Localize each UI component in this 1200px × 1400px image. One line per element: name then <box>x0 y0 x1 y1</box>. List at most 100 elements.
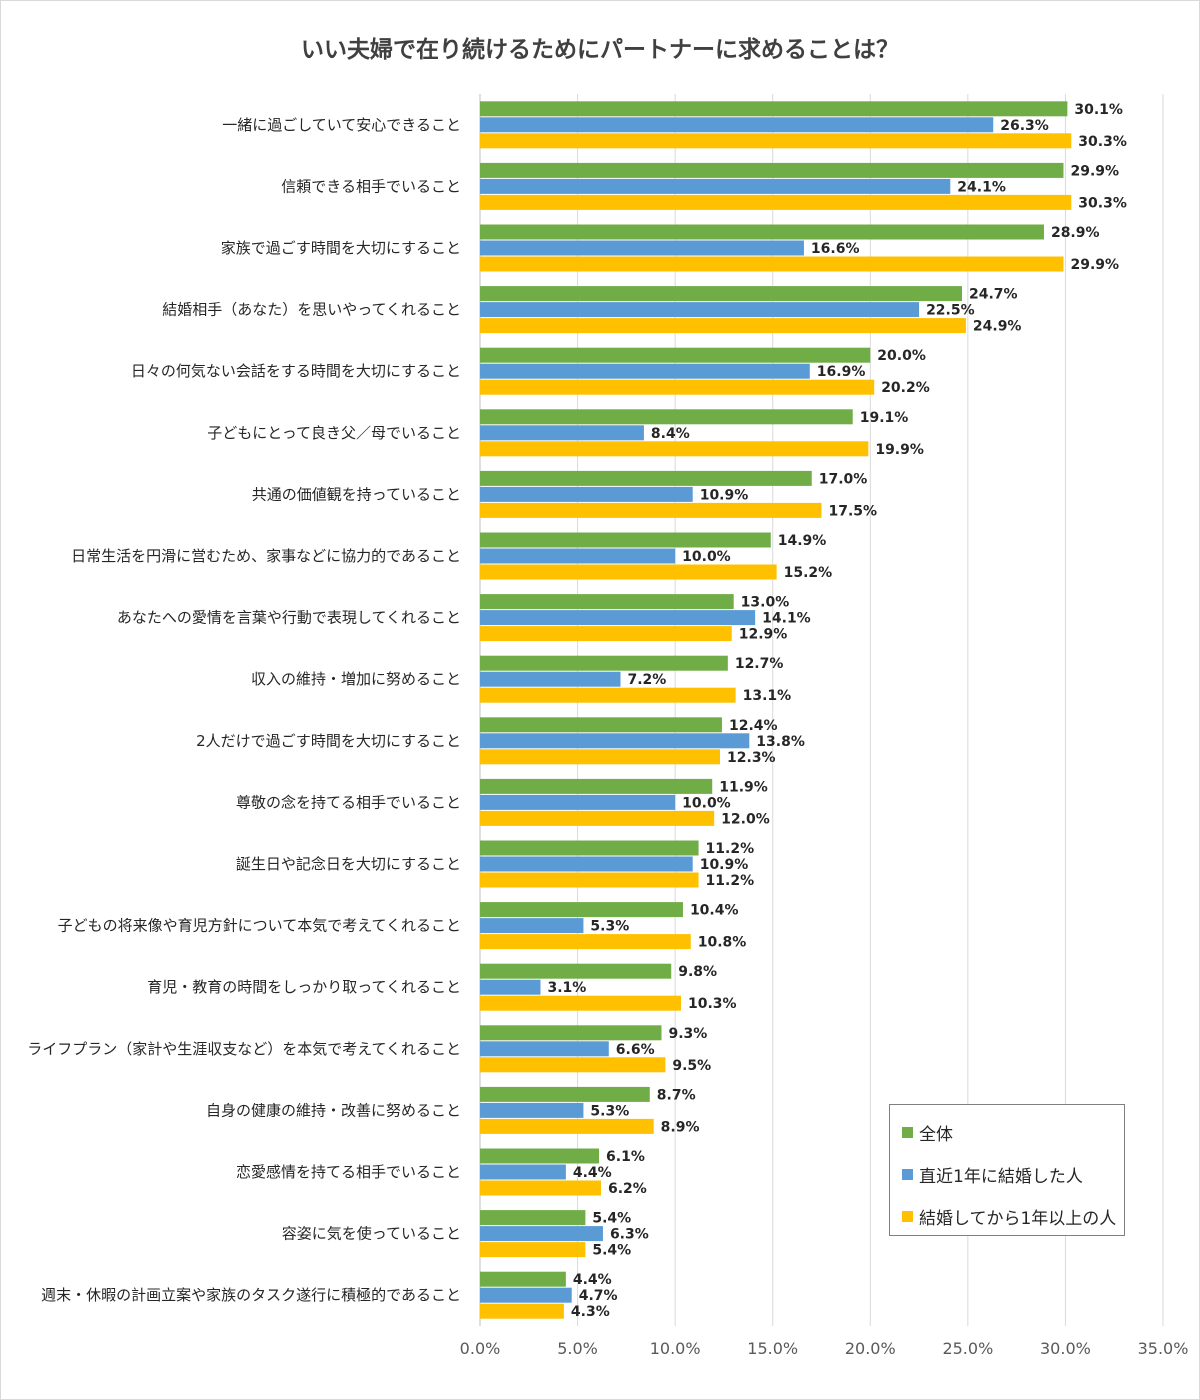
data-label: 11.2% <box>706 873 755 889</box>
bar-1-3 <box>480 224 1044 240</box>
category-label: 結婚相手（あなた）を思いやってくれること <box>162 301 461 319</box>
bar-3-18 <box>480 1180 601 1196</box>
legend-swatch <box>902 1126 913 1138</box>
data-label: 5.3% <box>590 919 629 935</box>
category-label: 自身の健康の維持・改善に努めること <box>206 1101 461 1119</box>
bar-1-15 <box>480 963 672 979</box>
category-label: あなたへの愛情を言葉や行動で表現してくれること <box>117 609 461 627</box>
data-label: 13.8% <box>756 734 805 750</box>
bar-3-2 <box>480 194 1072 210</box>
category-label: 尊敬の念を持てる相手でいること <box>236 793 461 811</box>
data-label: 19.1% <box>860 410 909 426</box>
data-label: 14.1% <box>762 611 811 627</box>
bar-2-15 <box>480 979 541 995</box>
data-label: 5.4% <box>592 1243 631 1259</box>
data-label: 24.7% <box>969 287 1018 303</box>
data-label: 24.1% <box>957 179 1006 195</box>
data-label: 15.2% <box>784 565 833 581</box>
legend-item-2: 直近1年に結婚した人 <box>890 1153 1124 1195</box>
bar-1-14 <box>480 902 683 918</box>
data-label: 24.9% <box>973 319 1022 335</box>
bar-3-19 <box>480 1242 586 1258</box>
x-tick-label: 0.0% <box>460 1339 501 1358</box>
bar-1-12 <box>480 778 713 794</box>
category-label: 週末・休暇の計画立案や家族のタスク遂行に積極的であること <box>41 1286 461 1304</box>
bar-2-12 <box>480 794 676 810</box>
data-label: 8.4% <box>651 426 690 442</box>
data-label: 29.9% <box>1070 163 1119 179</box>
bar-3-7 <box>480 502 822 518</box>
category-label: 恋愛感情を持てる相手でいること <box>236 1163 461 1181</box>
bar-3-14 <box>480 934 691 950</box>
bar-2-3 <box>480 240 804 256</box>
bar-3-6 <box>480 441 869 457</box>
bar-1-6 <box>480 409 853 425</box>
bar-3-20 <box>480 1303 564 1319</box>
data-label: 10.0% <box>682 549 731 565</box>
x-tick-label: 20.0% <box>845 1339 896 1358</box>
legend-label: 全体 <box>919 1124 953 1145</box>
bar-3-17 <box>480 1118 654 1134</box>
data-label: 12.7% <box>735 656 784 672</box>
data-label: 12.4% <box>729 718 778 734</box>
category-label: 一緒に過ごしていて安心できること <box>222 116 461 134</box>
x-tick-label: 25.0% <box>942 1339 993 1358</box>
legend: 全体直近1年に結婚した人 結婚してから1年以上の人 <box>889 1104 1125 1236</box>
category-label: 日常生活を円滑に営むため、家事などに協力的であること <box>71 547 461 565</box>
data-label: 5.4% <box>592 1211 631 1227</box>
bar-3-3 <box>480 256 1064 272</box>
data-label: 30.1% <box>1074 102 1123 118</box>
legend-swatch <box>902 1210 913 1222</box>
bar-2-9 <box>480 610 756 626</box>
x-tick-label: 10.0% <box>650 1339 701 1358</box>
data-label: 4.4% <box>573 1272 612 1288</box>
data-label: 10.4% <box>690 903 739 919</box>
bar-2-13 <box>480 856 693 872</box>
data-label: 11.9% <box>719 779 768 795</box>
legend-item-3: 結婚してから1年以上の人 <box>890 1195 1124 1237</box>
category-label: 日々の何気ない会話をする時間を大切にすること <box>131 362 461 380</box>
data-label: 16.6% <box>811 241 860 257</box>
data-label: 6.6% <box>616 1042 655 1058</box>
bar-2-6 <box>480 425 644 441</box>
bar-1-9 <box>480 594 734 610</box>
data-label: 6.2% <box>608 1181 647 1197</box>
bar-2-4 <box>480 302 920 318</box>
data-label: 26.3% <box>1000 118 1049 134</box>
data-label: 8.7% <box>657 1087 696 1103</box>
bar-1-17 <box>480 1086 650 1102</box>
bar-3-13 <box>480 872 699 888</box>
bar-2-19 <box>480 1226 603 1242</box>
bar-2-20 <box>480 1287 572 1303</box>
data-label: 17.5% <box>829 503 878 519</box>
category-label: 収入の維持・増加に努めること <box>251 670 461 688</box>
bar-3-11 <box>480 749 721 765</box>
bar-2-8 <box>480 548 676 564</box>
bar-1-2 <box>480 162 1064 178</box>
bar-2-2 <box>480 178 951 194</box>
category-label: 2人だけで過ごす時間を大切にすること <box>196 732 461 750</box>
data-label: 10.3% <box>688 996 737 1012</box>
category-label: 育児・教育の時間をしっかり取ってくれること <box>147 978 461 996</box>
data-label: 12.3% <box>727 750 776 766</box>
bar-3-9 <box>480 626 732 642</box>
bar-3-1 <box>480 133 1072 149</box>
bar-3-5 <box>480 379 875 395</box>
data-label: 6.1% <box>606 1149 645 1165</box>
data-labels: 30.1% 26.3% 30.3% 29.9% 24.1% 30.3% 28.9% 16.6%… <box>547 102 1126 1320</box>
bar-1-4 <box>480 286 963 302</box>
bar-1-11 <box>480 717 722 733</box>
bar-2-10 <box>480 671 621 687</box>
bar-2-16 <box>480 1041 609 1057</box>
data-label: 20.2% <box>881 380 930 396</box>
bar-2-17 <box>480 1102 584 1118</box>
bar-2-14 <box>480 918 584 934</box>
data-label: 4.4% <box>573 1165 612 1181</box>
data-label: 5.3% <box>590 1103 629 1119</box>
data-label: 4.3% <box>571 1304 610 1320</box>
x-tick-label: 15.0% <box>747 1339 798 1358</box>
bar-2-5 <box>480 363 810 379</box>
category-label: 子どもの将来像や育児方針について本気で考えてくれること <box>58 917 461 935</box>
category-label: 子どもにとって良き父／母でいること <box>207 424 461 442</box>
